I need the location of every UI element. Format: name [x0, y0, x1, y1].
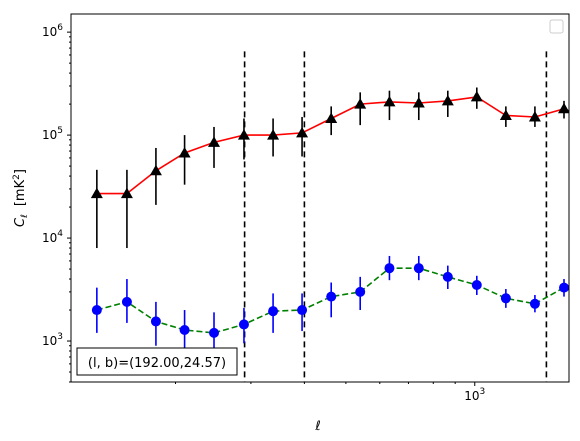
series-1-point	[121, 296, 132, 307]
y-tick-label-base: 10	[42, 231, 57, 245]
series-0-point	[90, 187, 103, 199]
y-tick-label-exp: 5	[57, 126, 63, 136]
series-0-point	[296, 126, 309, 138]
series-1-point	[355, 286, 366, 297]
series-0-point	[499, 109, 512, 120]
series-0-point	[120, 187, 133, 199]
series-0-point	[149, 164, 162, 176]
series-0-point	[470, 90, 483, 102]
y-axis-label-main: C	[13, 217, 28, 227]
series-0-point	[325, 112, 338, 123]
series-0-point	[354, 98, 367, 109]
series-1-point	[209, 327, 220, 338]
series-1-point	[500, 293, 511, 304]
y-tick-label-exp: 3	[57, 332, 63, 342]
series-0-point	[267, 129, 280, 140]
y-axis-label-unit-sup: 2	[12, 174, 22, 180]
series-1-point	[471, 280, 482, 291]
series-1-point	[384, 263, 395, 274]
series-0-point	[383, 95, 396, 107]
axes-frame	[70, 13, 570, 383]
series-1-point	[442, 271, 453, 282]
x-tick-label-exp: 3	[480, 387, 486, 397]
series-0-point	[178, 147, 191, 158]
series-1-point	[413, 263, 424, 274]
annotation-frame	[76, 347, 238, 376]
series-1-point	[559, 282, 569, 293]
y-tick-label-base: 10	[42, 334, 57, 348]
y-axis-label-unit: [mK	[13, 179, 28, 206]
y-tick-label: 103	[42, 332, 63, 348]
plot-content	[90, 51, 569, 382]
y-tick-label: 105	[42, 126, 63, 142]
y-tick-label-exp: 4	[57, 229, 63, 239]
series-1-point	[179, 324, 190, 335]
y-tick-label: 106	[42, 23, 63, 39]
y-axis-label: Cℓ [mK2]	[12, 169, 30, 227]
y-tick-label-base: 10	[42, 128, 57, 142]
x-axis-label: ℓ	[314, 419, 320, 434]
x-tick-label-base: 10	[464, 389, 479, 403]
plot-area	[90, 51, 569, 382]
series-0-point	[558, 102, 569, 114]
series-1-point	[150, 316, 161, 327]
svg-text:Cℓ[mK2]: Cℓ [mK2]	[12, 169, 30, 227]
series-1-point	[238, 319, 249, 330]
series-0-point	[237, 129, 250, 140]
y-tick-label-base: 10	[42, 25, 57, 39]
annotation-text: (l, b)=(192.00,24.57)	[88, 356, 226, 371]
y-axis-label-sub: ℓ	[20, 214, 30, 219]
series-1-point	[326, 291, 337, 302]
y-axis-label-unit-end: ]	[13, 169, 28, 174]
x-tick-label: 103	[464, 387, 485, 403]
annotation-box: (l, b)=(192.00,24.57)	[76, 347, 238, 376]
y-tick-label: 104	[42, 229, 63, 245]
y-tick-label-exp: 6	[57, 23, 63, 33]
series-0-point	[412, 96, 425, 108]
series-1-point	[297, 305, 308, 316]
series-1-point	[268, 306, 279, 317]
series-0-point	[441, 94, 454, 106]
series-0-point	[528, 110, 541, 122]
series-1-point	[91, 305, 102, 316]
series-0-point	[208, 136, 221, 147]
series-1-point	[529, 298, 540, 309]
legend-box	[549, 19, 564, 34]
